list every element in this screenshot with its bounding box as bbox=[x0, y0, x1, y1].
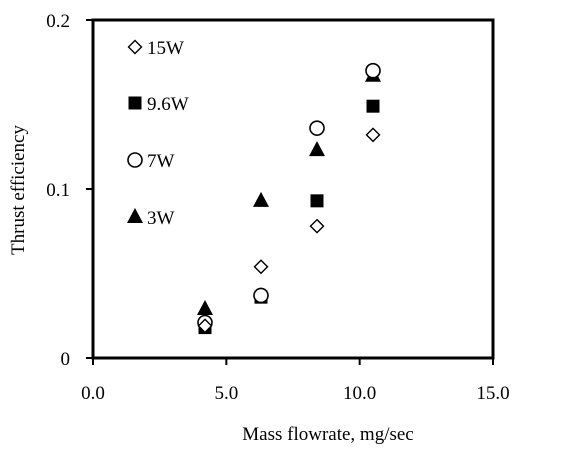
data-point-7w bbox=[253, 287, 269, 304]
legend-label: 3W bbox=[147, 208, 175, 229]
legend-label: 7W bbox=[147, 151, 175, 172]
legend-marker-15w bbox=[127, 39, 143, 55]
legend-marker-7w bbox=[127, 152, 143, 168]
legend-label: 15W bbox=[147, 38, 184, 59]
data-point-7w bbox=[365, 62, 381, 79]
y-tick-label: 0.2 bbox=[46, 11, 70, 32]
y-tick-label: 0 bbox=[61, 349, 71, 370]
data-point-7w bbox=[309, 120, 325, 136]
data-point-15w bbox=[365, 127, 381, 143]
data-point-3w bbox=[253, 191, 269, 207]
axis-ticks-layer: 0.0 5.0 10.0 15.0 0 0.1 0.2 bbox=[46, 11, 509, 404]
y-tick-label: 0.1 bbox=[46, 180, 70, 201]
legend-label: 9.6W bbox=[147, 94, 189, 115]
data-point-15w bbox=[197, 318, 213, 334]
data-point-3w bbox=[309, 141, 325, 157]
legend: 15W 9.6W 7W 3W bbox=[127, 38, 189, 229]
data-points-layer bbox=[197, 62, 381, 335]
legend-marker-9-6w bbox=[128, 96, 142, 110]
data-point-15w bbox=[309, 218, 325, 234]
data-point-3w bbox=[197, 299, 213, 315]
x-tick-label: 15.0 bbox=[476, 383, 509, 404]
plot-area-frame bbox=[91, 18, 495, 360]
data-point-9-6w bbox=[366, 99, 380, 113]
x-tick-label: 0.0 bbox=[81, 383, 105, 404]
x-axis-title: Mass flowrate, mg/sec bbox=[242, 424, 413, 445]
legend-marker-3w bbox=[127, 208, 143, 223]
data-point-15w bbox=[253, 259, 269, 275]
x-tick-label: 10.0 bbox=[343, 383, 376, 404]
y-axis-title: Thrust efficiency bbox=[8, 125, 29, 255]
data-point-9-6w bbox=[310, 194, 324, 208]
x-tick-label: 5.0 bbox=[214, 383, 238, 404]
